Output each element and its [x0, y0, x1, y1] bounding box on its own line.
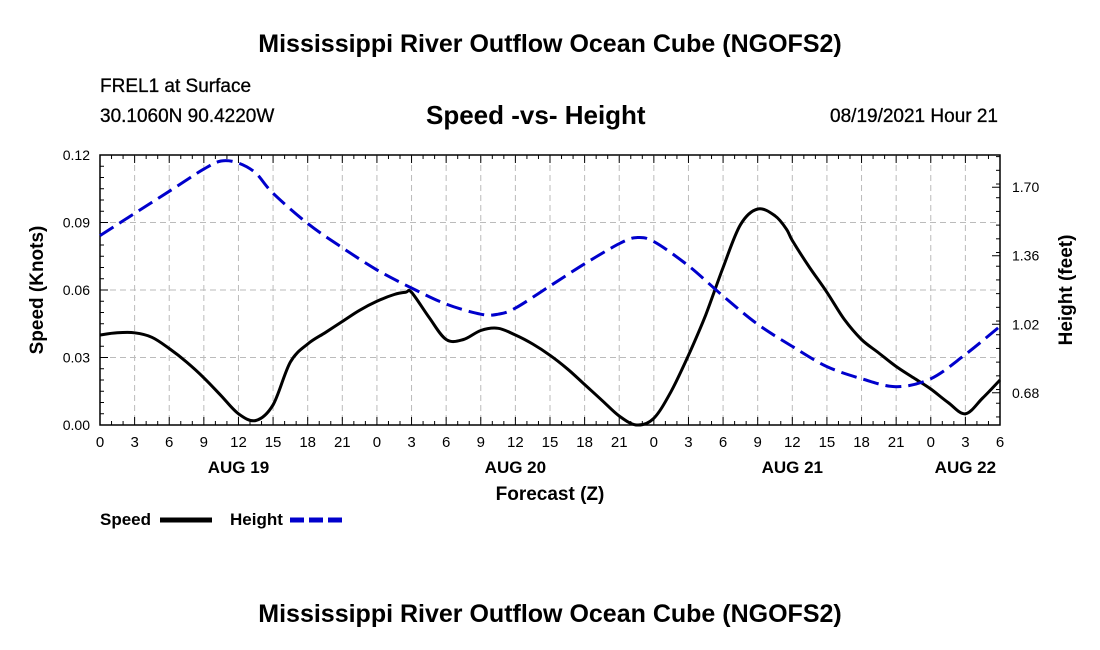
x-tick-label: 0 — [96, 434, 104, 451]
x-tick-label: 3 — [407, 434, 415, 451]
coordinates-label: 30.1060N 90.4220W — [100, 106, 275, 127]
x-tick-label: 3 — [961, 434, 969, 451]
series-layer — [99, 159, 1002, 427]
series-line-height — [99, 159, 1001, 389]
y2-tick-label: 1.36 — [1012, 248, 1039, 264]
y2-tick-label: 0.68 — [1012, 385, 1039, 401]
grid-lines — [100, 155, 1000, 425]
forecast-datetime: 08/19/2021 Hour 21 — [830, 106, 998, 127]
x-tick-label: 18 — [299, 434, 316, 451]
date-label: AUG 21 — [762, 458, 823, 477]
x-tick-label: 15 — [542, 434, 559, 451]
date-label: AUG 19 — [208, 458, 269, 477]
x-tick-label: 21 — [334, 434, 351, 451]
y-tick-label: 0.12 — [63, 147, 90, 163]
x-tick-label: 6 — [442, 434, 450, 451]
x-tick-label: 0 — [373, 434, 381, 451]
x-tick-label: 6 — [719, 434, 727, 451]
x-tick-label: 9 — [754, 434, 762, 451]
x-tick-label: 15 — [819, 434, 836, 451]
x-tick-label: 12 — [784, 434, 801, 451]
axis-ticks: 0 3 6 9 12 15 18 21 0 3 6 9 12 15 18 21 0 3 6 9 12 15 18 21 0 3 6A… — [63, 147, 1040, 477]
y-tick-label: 0.06 — [63, 282, 90, 298]
date-label: AUG 22 — [935, 458, 996, 477]
x-tick-label: 6 — [996, 434, 1004, 451]
legend-speed-label: Speed — [100, 510, 151, 529]
y2-tick-label: 1.70 — [1012, 179, 1039, 195]
x-tick-label: 9 — [200, 434, 208, 451]
y2-axis-label: Height (feet) — [1056, 235, 1077, 346]
chart-title: Mississippi River Outflow Ocean Cube (NG… — [258, 30, 842, 58]
legend-height-label: Height — [230, 510, 283, 529]
footer-title: Mississippi River Outflow Ocean Cube (NG… — [258, 600, 842, 628]
x-tick-label: 3 — [684, 434, 692, 451]
y-tick-label: 0.03 — [63, 350, 90, 366]
x-tick-label: 6 — [165, 434, 173, 451]
station-label: FREL1 at Surface — [100, 76, 252, 97]
x-tick-label: 12 — [507, 434, 524, 451]
x-tick-label: 0 — [927, 434, 935, 451]
y-axis-label: Speed (Knots) — [27, 226, 48, 355]
x-tick-label: 15 — [265, 434, 282, 451]
x-tick-label: 21 — [888, 434, 905, 451]
x-tick-label: 21 — [611, 434, 628, 451]
x-tick-label: 0 — [650, 434, 658, 451]
chart-subtitle: Speed -vs- Height — [426, 100, 646, 130]
y-tick-label: 0.00 — [63, 417, 90, 433]
x-axis-label: Forecast (Z) — [496, 484, 605, 505]
x-tick-label: 12 — [230, 434, 247, 451]
x-tick-label: 9 — [477, 434, 485, 451]
date-label: AUG 20 — [485, 458, 546, 477]
series-line-speed — [99, 207, 1002, 427]
y-tick-label: 0.09 — [63, 215, 90, 231]
legend: Speed Height — [100, 510, 342, 529]
x-tick-label: 18 — [576, 434, 593, 451]
y2-tick-label: 1.02 — [1012, 316, 1039, 332]
x-tick-label: 18 — [853, 434, 870, 451]
x-tick-label: 3 — [130, 434, 138, 451]
